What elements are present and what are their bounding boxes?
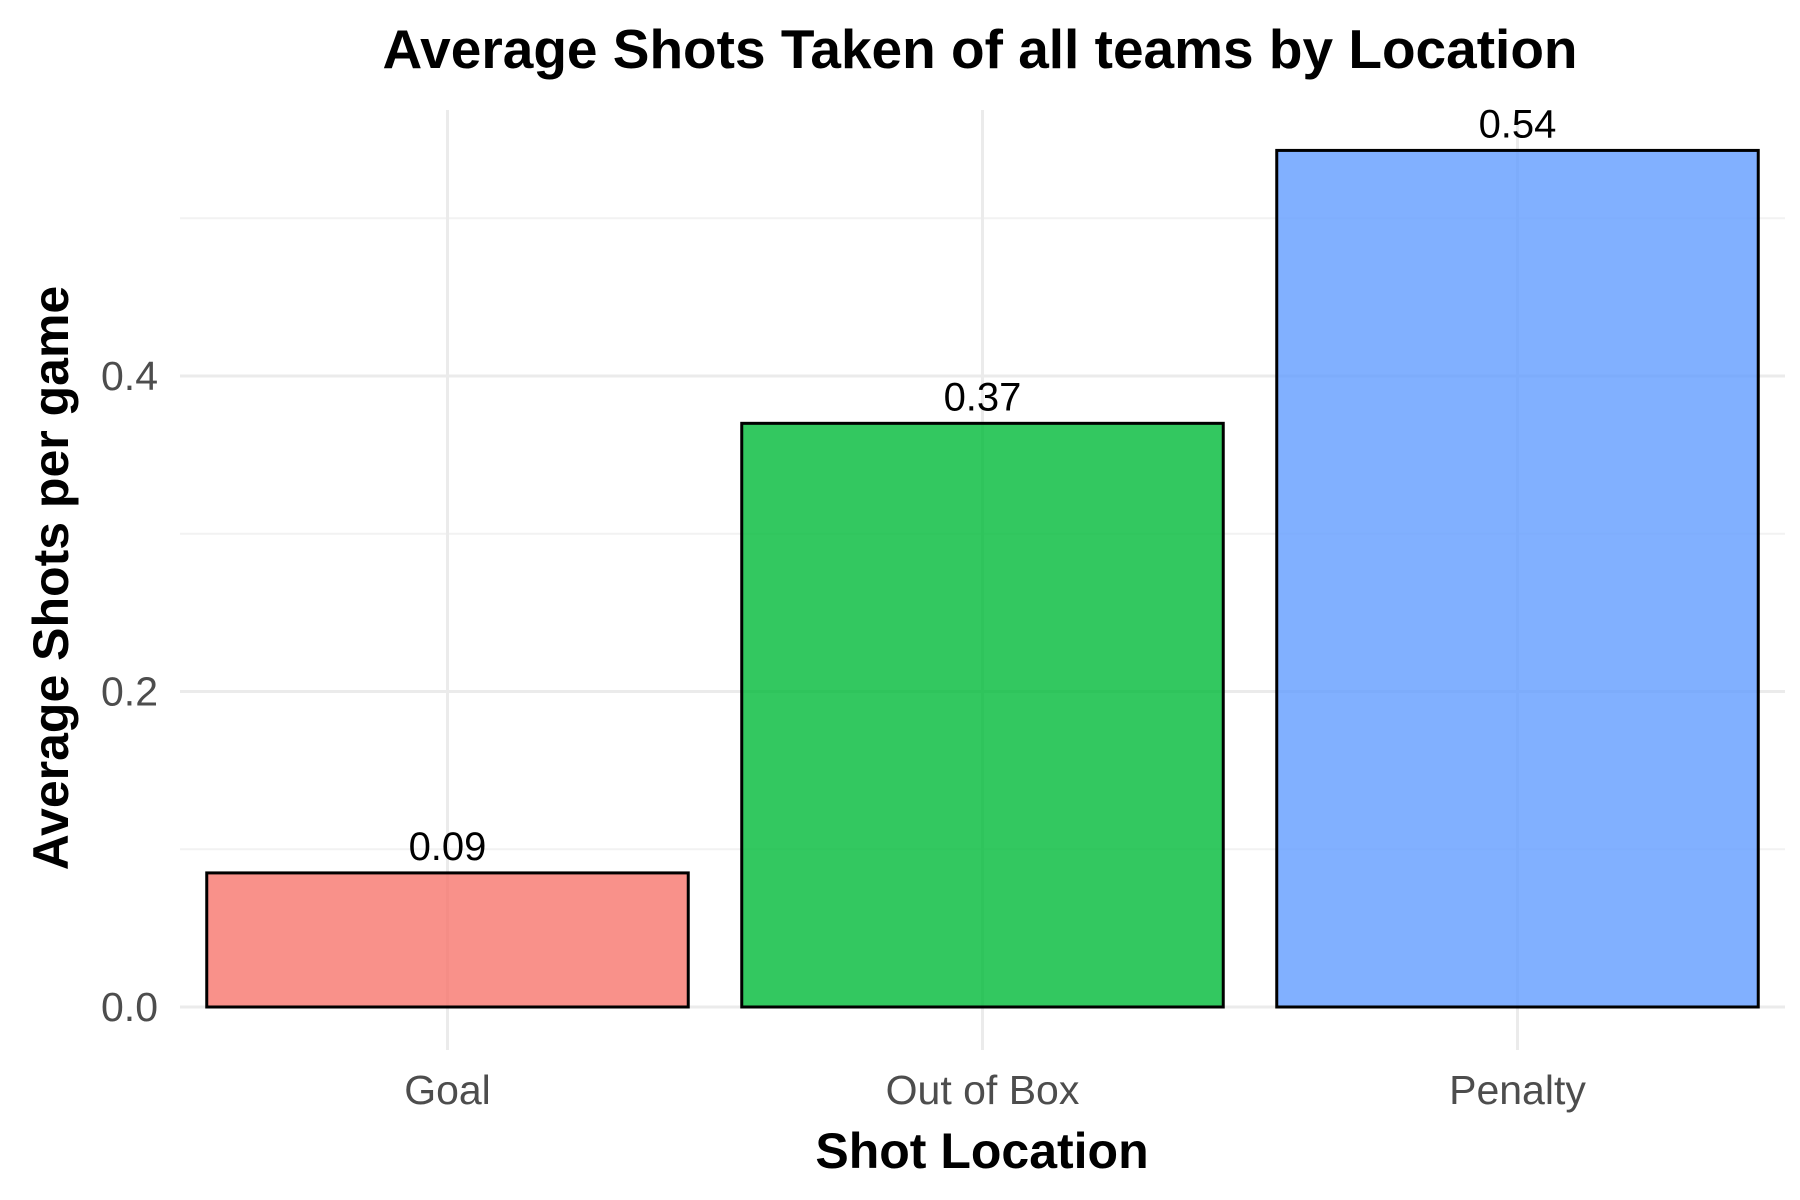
y-tick-label: 0.2 bbox=[101, 669, 158, 715]
y-axis-ticks: 0.0 0.2 0.4 bbox=[101, 353, 158, 1030]
x-axis-title: Shot Location bbox=[815, 1123, 1148, 1179]
y-tick-label: 0.4 bbox=[101, 353, 158, 399]
x-tick-label: Out of Box bbox=[886, 1067, 1080, 1113]
data-label: 0.37 bbox=[944, 375, 1022, 419]
chart-title: Average Shots Taken of all teams by Loca… bbox=[382, 18, 1577, 80]
bar-out-of-box bbox=[740, 421, 1225, 1009]
x-tick-label: Penalty bbox=[1449, 1067, 1586, 1113]
data-label: 0.09 bbox=[409, 825, 487, 869]
bar-penalty bbox=[1275, 148, 1760, 1009]
x-tick-label: Goal bbox=[404, 1067, 491, 1113]
x-axis-ticks: Goal Out of Box Penalty bbox=[404, 1067, 1586, 1113]
data-label: 0.54 bbox=[1479, 102, 1557, 146]
y-tick-label: 0.0 bbox=[101, 984, 158, 1030]
bar-goal bbox=[205, 871, 690, 1009]
data-labels-group: 0.09 0.37 0.54 bbox=[409, 102, 1557, 868]
y-axis-title: Average Shots per game bbox=[23, 286, 79, 870]
bars-group bbox=[205, 148, 1760, 1009]
